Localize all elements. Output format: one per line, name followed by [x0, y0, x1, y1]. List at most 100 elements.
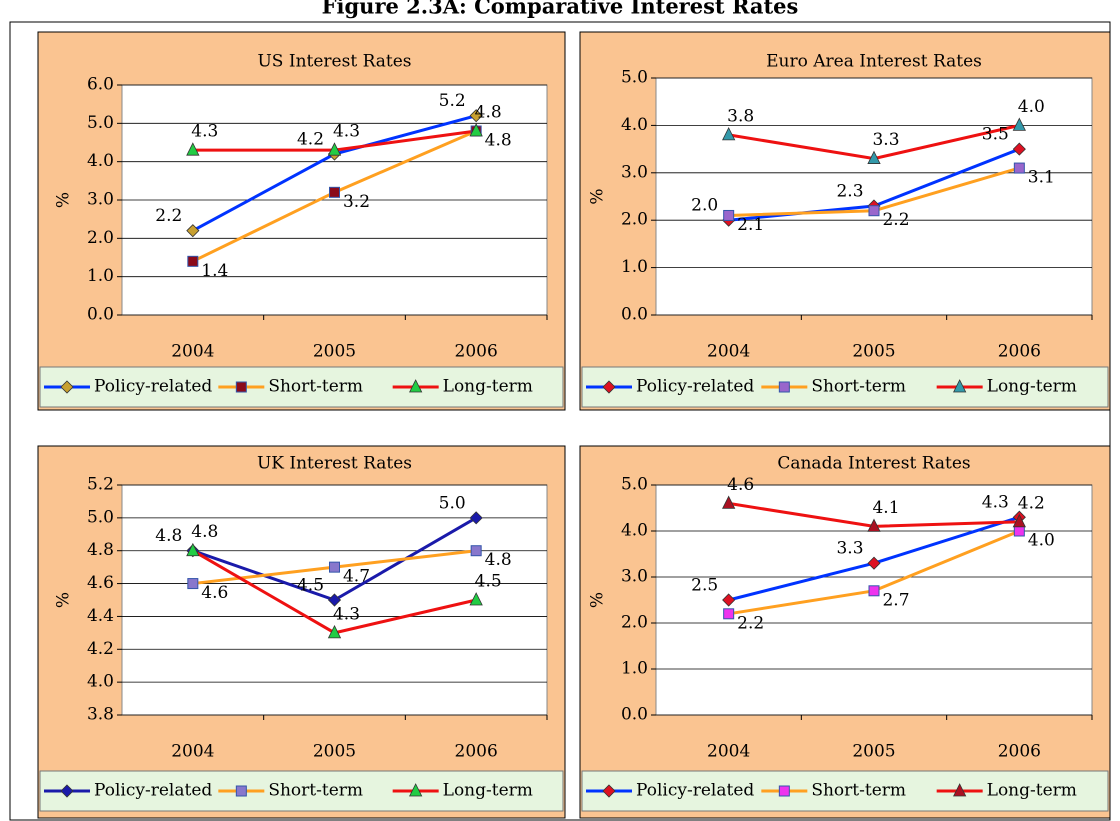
chart-panel: Euro Area Interest Rates% 0.0 1.0 2.0 3.0 4.0…	[579, 31, 1111, 411]
y-tick-label: 1.0	[621, 257, 648, 277]
data-label: 3.8	[727, 106, 754, 126]
data-point	[187, 255, 199, 267]
y-tick-label: 0.0	[621, 705, 648, 725]
chart-panel: Canada Interest Rates% 0.0 1.0 2.0 3.0 4.0 5.0…	[579, 445, 1111, 819]
data-label: 4.8	[155, 526, 182, 546]
figure-title: Figure 2.3A: Comparative Interest Rates	[322, 0, 799, 19]
data-point	[867, 150, 881, 164]
data-point	[867, 556, 881, 570]
chart-title: UK Interest Rates	[257, 454, 412, 474]
legend-label: Policy-related	[636, 781, 754, 801]
y-tick-label: 4.0	[87, 151, 114, 171]
data-label: 4.5	[297, 576, 324, 596]
legend-label: Short-term	[268, 377, 363, 397]
data-point	[867, 518, 881, 532]
y-tick-label: 0.0	[87, 305, 114, 325]
legend-marker	[409, 783, 423, 797]
y-tick-label: 4.0	[621, 115, 648, 135]
y-tick-label: 4.2	[87, 639, 114, 659]
legend-label: Short-term	[268, 781, 363, 801]
chart-title: Euro Area Interest Rates	[766, 52, 982, 72]
data-point	[1012, 117, 1026, 131]
data-point	[723, 608, 735, 620]
data-point	[327, 142, 342, 156]
data-point	[469, 592, 483, 606]
y-tick-label: 6.0	[87, 75, 114, 95]
y-axis-label: %	[588, 592, 608, 608]
data-point	[723, 209, 735, 221]
data-label: 2.7	[882, 590, 909, 610]
data-point	[469, 109, 483, 123]
y-tick-label: 2.0	[87, 228, 114, 248]
data-point	[186, 224, 200, 238]
x-tick-label: 2004	[171, 342, 214, 362]
legend-marker	[953, 379, 967, 393]
data-label: 4.3	[982, 493, 1009, 513]
legend-marker	[235, 381, 247, 393]
legend-label: Long-term	[987, 781, 1077, 801]
chart-title: US Interest Rates	[257, 52, 411, 72]
legend-marker	[235, 785, 247, 797]
data-point	[187, 578, 199, 590]
y-tick-label: 4.8	[87, 540, 114, 560]
data-label: 3.2	[343, 192, 370, 212]
legend-label: Short-term	[811, 781, 906, 801]
x-tick-label: 2005	[313, 342, 356, 362]
data-label: 3.3	[872, 130, 899, 150]
data-label: 2.2	[882, 210, 909, 230]
legend-label: Short-term	[811, 377, 906, 397]
data-point	[722, 495, 736, 509]
x-tick-label: 2006	[998, 342, 1041, 362]
legend-marker	[778, 381, 790, 393]
legend	[581, 770, 1109, 812]
data-point	[868, 205, 880, 217]
data-point	[329, 186, 340, 198]
data-label: 2.2	[737, 613, 764, 633]
data-label: 4.3	[191, 122, 218, 142]
data-point	[469, 511, 483, 525]
data-label: 5.0	[439, 493, 466, 513]
data-label: 1.4	[201, 261, 228, 281]
data-point	[1013, 162, 1025, 174]
data-point	[1013, 525, 1025, 537]
data-label: 4.7	[343, 567, 370, 587]
data-point	[469, 123, 483, 137]
legend-marker	[409, 379, 423, 393]
data-label: 4.2	[297, 130, 324, 150]
data-label: 4.6	[727, 475, 754, 495]
data-point	[722, 126, 736, 141]
y-axis-label: %	[54, 192, 74, 208]
y-tick-label: 3.8	[87, 705, 114, 725]
y-tick-label: 3.0	[621, 162, 648, 182]
x-tick-label: 2005	[313, 742, 356, 762]
x-tick-label: 2006	[455, 342, 498, 362]
data-label: 4.3	[333, 122, 360, 142]
data-label: 4.8	[475, 103, 502, 123]
data-point	[327, 624, 342, 639]
y-tick-label: 5.2	[87, 475, 114, 495]
data-point	[722, 593, 736, 607]
legend	[39, 770, 564, 812]
data-label: 2.3	[836, 181, 863, 201]
data-label: 5.2	[439, 91, 466, 111]
data-label: 2.1	[737, 215, 764, 235]
data-label: 2.0	[691, 196, 718, 216]
legend-marker	[602, 784, 616, 798]
legend-label: Long-term	[443, 781, 533, 801]
x-tick-label: 2006	[455, 742, 498, 762]
data-label: 4.8	[191, 522, 218, 542]
data-label: 4.3	[333, 604, 360, 624]
plot-area	[655, 77, 1093, 316]
legend	[39, 366, 564, 408]
legend-marker	[953, 783, 967, 797]
x-tick-label: 2004	[707, 742, 750, 762]
y-tick-label: 3.0	[87, 190, 114, 210]
chart-title: Canada Interest Rates	[777, 454, 970, 474]
data-point	[1012, 513, 1026, 528]
legend-label: Long-term	[443, 377, 533, 397]
data-point	[186, 542, 200, 557]
legend	[581, 366, 1109, 408]
data-point	[470, 545, 482, 557]
data-label: 4.8	[485, 550, 512, 570]
